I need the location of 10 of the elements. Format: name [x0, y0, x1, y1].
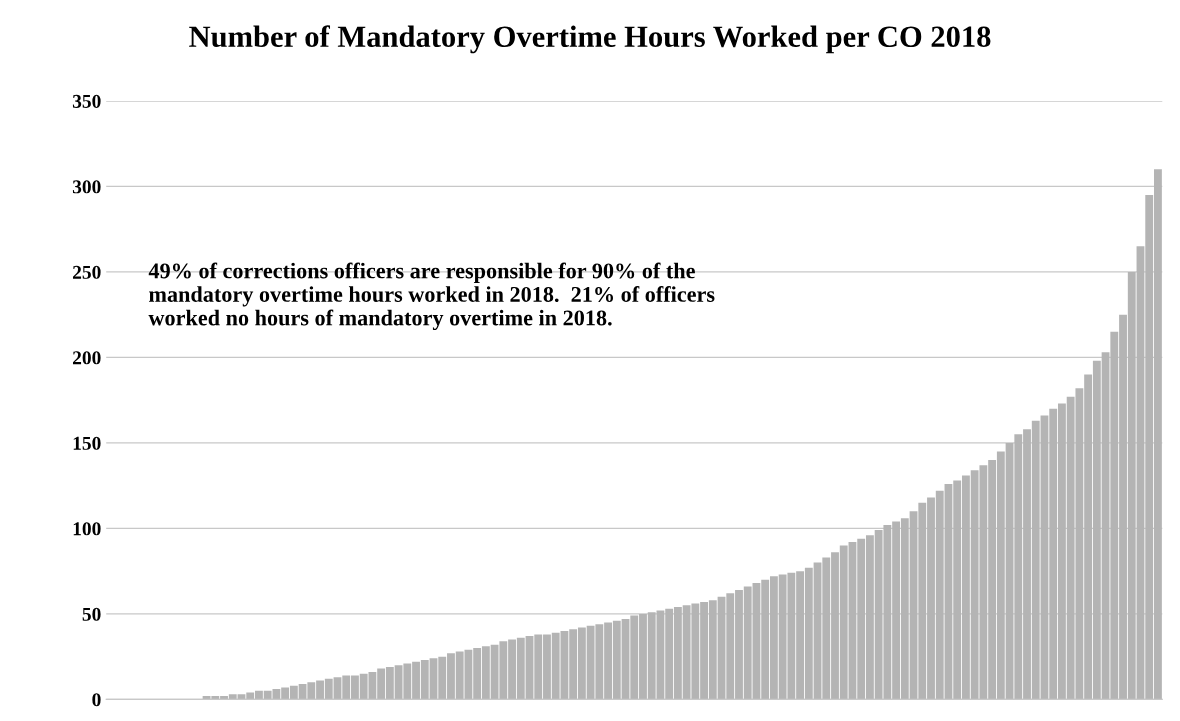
y-tick-label: 200 [72, 351, 101, 365]
y-tick-label: 0 [92, 693, 101, 707]
y-tick-label: 100 [73, 522, 101, 536]
y-tick-label: 50 [82, 607, 101, 621]
y-tick-label: 250 [72, 265, 101, 279]
annotation: 49% of corrections officers are responsible for 90% of the mandatory overtime hours worked in 2018. 21% of officers worked no hours of mandatory overtime in 2018. [148, 262, 715, 331]
y-tick-label: 300 [72, 180, 101, 194]
chart-title: Number of Mandatory Overtime Hours Worked per CO 2018 [189, 25, 991, 54]
y-tick-label: 150 [73, 436, 101, 450]
y-tick-label: 350 [72, 94, 101, 108]
